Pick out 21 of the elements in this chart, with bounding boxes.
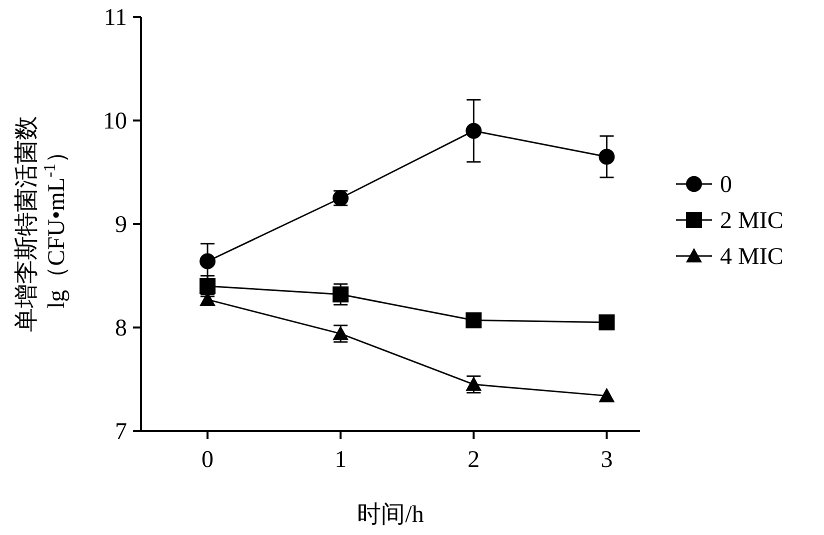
y-tick-label: 9 bbox=[115, 212, 127, 238]
y-tick-label: 7 bbox=[115, 419, 127, 445]
legend-label: 2 MIC bbox=[720, 208, 784, 234]
point bbox=[598, 314, 615, 330]
legend-label: 0 bbox=[720, 172, 732, 198]
legend-label: 4 MIC bbox=[720, 244, 784, 270]
point bbox=[466, 122, 482, 139]
y-tick-label: 8 bbox=[115, 316, 127, 342]
point bbox=[598, 388, 615, 402]
point bbox=[332, 286, 349, 302]
point bbox=[466, 312, 482, 328]
point bbox=[598, 148, 615, 165]
x-tick-label: 2 bbox=[468, 447, 480, 473]
x-tick-label: 1 bbox=[334, 447, 347, 473]
point bbox=[200, 253, 216, 270]
y-tick-label: 10 bbox=[103, 108, 127, 134]
point bbox=[200, 278, 216, 294]
x-axis-title: 时间/h bbox=[357, 502, 424, 528]
y-tick-label: 11 bbox=[104, 5, 127, 31]
x-tick-label: 0 bbox=[202, 447, 214, 473]
x-tick-label: 3 bbox=[600, 447, 613, 473]
